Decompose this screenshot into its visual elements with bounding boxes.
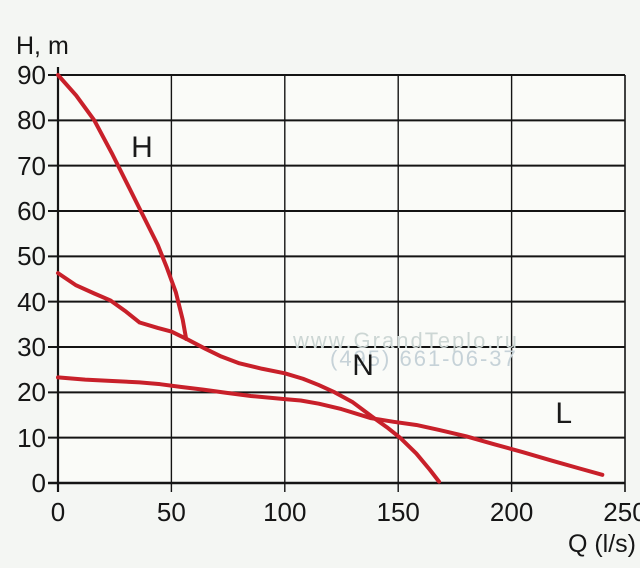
watermark-phone: (495) 661-06-37 [330,346,518,371]
plot-area [58,75,625,483]
curve-N [56,271,442,484]
x-tick-label-100: 100 [263,497,307,527]
y-tick-label-60: 60 [17,196,46,226]
x-tick-label-50: 50 [156,497,186,527]
curve-L [56,375,605,477]
y-tick-label-10: 10 [17,422,46,453]
x-tick-label-250: 250 [603,497,640,527]
curve-H [56,73,189,341]
x-tick-label-150: 150 [376,497,420,527]
y-tick-label-40: 40 [17,286,46,317]
y-tick-label-30: 30 [17,332,46,362]
y-tick-label-20: 20 [17,377,46,408]
x-tick-label-0: 0 [50,497,66,527]
curve-label-L: L [555,397,573,431]
y-axis-title: H, m [16,32,69,60]
y-tick-label-90: 90 [17,60,46,90]
y-tick-label-50: 50 [17,241,46,272]
x-axis-title: Q (l/s) [567,530,636,558]
y-tick-label-70: 70 [17,150,46,181]
watermark-site: www.GrandTeplo.ru [293,328,519,353]
curve-label-H: H [131,130,153,164]
y-tick-label-80: 80 [17,105,46,136]
x-tick-label-200: 200 [489,497,534,527]
curve-label-N: N [352,349,374,383]
y-tick-label-0: 0 [31,468,46,498]
